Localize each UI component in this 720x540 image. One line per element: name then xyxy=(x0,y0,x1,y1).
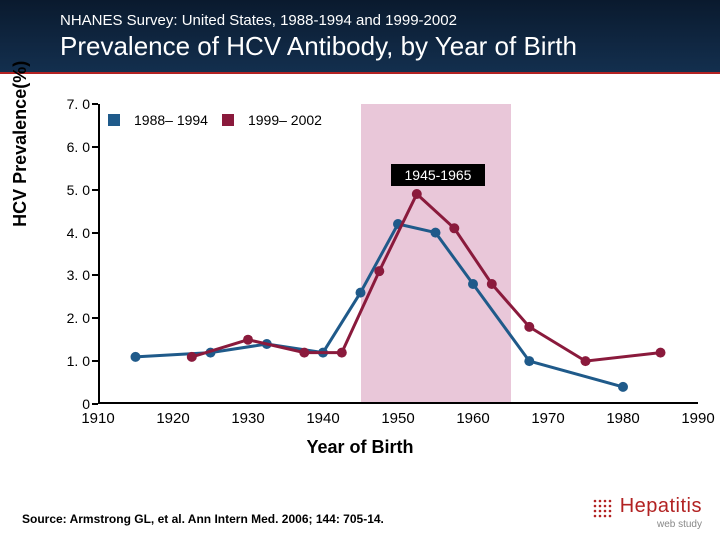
highlight-label: 1945-1965 xyxy=(391,164,486,186)
y-tick-mark xyxy=(92,317,98,319)
series-marker xyxy=(524,322,534,332)
x-tick-label: 1930 xyxy=(231,410,264,427)
x-tick-label: 1920 xyxy=(156,410,189,427)
slide-title: Prevalence of HCV Antibody, by Year of B… xyxy=(60,31,700,62)
y-axis-label: HCV Prevalence(%) xyxy=(10,61,31,227)
y-tick-mark xyxy=(92,403,98,405)
plot-area: 1988– 1994 1999– 2002 1945-1965 01. 02. … xyxy=(98,104,698,404)
brand-logo-icon xyxy=(591,497,613,519)
y-tick-mark xyxy=(92,146,98,148)
series-marker xyxy=(468,279,478,289)
chart-lines xyxy=(98,104,698,404)
series-marker xyxy=(356,288,366,298)
y-tick-label: 7. 0 xyxy=(50,96,90,112)
y-tick-label: 4. 0 xyxy=(50,225,90,241)
y-tick-label: 5. 0 xyxy=(50,182,90,198)
series-marker xyxy=(449,223,459,233)
series-marker xyxy=(131,352,141,362)
source-citation: Source: Armstrong GL, et al. Ann Intern … xyxy=(22,512,384,526)
y-tick-mark xyxy=(92,274,98,276)
series-marker xyxy=(412,189,422,199)
slide-header: NHANES Survey: United States, 1988-1994 … xyxy=(0,0,720,74)
y-tick-mark xyxy=(92,360,98,362)
y-tick-mark xyxy=(92,189,98,191)
series-marker xyxy=(374,266,384,276)
legend: 1988– 1994 1999– 2002 xyxy=(108,112,322,128)
series-line xyxy=(136,224,624,387)
series-marker xyxy=(487,279,497,289)
chart: HCV Prevalence(%) 1988– 1994 1999– 2002 … xyxy=(20,100,700,470)
x-axis-label: Year of Birth xyxy=(20,437,700,458)
series-line xyxy=(192,194,661,361)
slide-subtitle: NHANES Survey: United States, 1988-1994 … xyxy=(60,12,700,29)
x-tick-label: 1990 xyxy=(681,410,714,427)
y-tick-mark xyxy=(92,232,98,234)
x-tick-label: 1970 xyxy=(531,410,564,427)
y-tick-mark xyxy=(92,103,98,105)
x-tick-label: 1950 xyxy=(381,410,414,427)
y-tick-label: 2. 0 xyxy=(50,310,90,326)
x-tick-label: 1910 xyxy=(81,410,114,427)
brand: Hepatitis web study xyxy=(591,495,702,530)
y-tick-label: 6. 0 xyxy=(50,139,90,155)
legend-swatch-1 xyxy=(222,114,234,126)
brand-name: Hepatitis xyxy=(620,495,702,517)
x-tick-label: 1940 xyxy=(306,410,339,427)
x-tick-label: 1980 xyxy=(606,410,639,427)
series-marker xyxy=(187,352,197,362)
x-tick-label: 1960 xyxy=(456,410,489,427)
series-marker xyxy=(243,335,253,345)
series-marker xyxy=(337,348,347,358)
series-marker xyxy=(524,356,534,366)
legend-swatch-0 xyxy=(108,114,120,126)
legend-label-1: 1999– 2002 xyxy=(248,112,322,128)
series-marker xyxy=(581,356,591,366)
brand-sub: web study xyxy=(591,519,702,530)
series-marker xyxy=(431,228,441,238)
series-marker xyxy=(656,348,666,358)
series-marker xyxy=(618,382,628,392)
legend-label-0: 1988– 1994 xyxy=(134,112,208,128)
series-marker xyxy=(299,348,309,358)
y-tick-label: 1. 0 xyxy=(50,353,90,369)
y-tick-label: 3. 0 xyxy=(50,267,90,283)
